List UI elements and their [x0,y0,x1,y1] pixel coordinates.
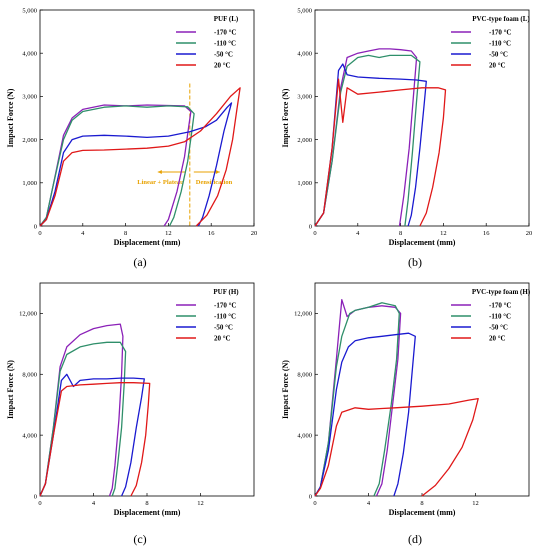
x-tick-label: 0 [38,230,41,237]
x-tick-label: 8 [420,500,423,507]
x-tick-label: 4 [92,500,96,507]
series-line-3 [39,382,151,497]
series-line-3 [39,87,241,227]
series-line-2 [39,102,233,227]
y-tick-label: 1,000 [22,180,37,187]
y-tick-label: 8,000 [297,372,312,379]
series-line-2 [314,332,416,497]
right-arrowhead-icon [215,170,220,174]
panel-title: PUF (L) [214,15,239,23]
legend-entry-label: -50 °C [489,51,508,59]
panel-caption: (a) [133,255,146,269]
legend-entry-label: -110 °C [489,40,511,48]
x-tick-label: 12 [165,230,172,237]
panel-title: PUF (H) [213,288,239,296]
panel-2: 0 4 8 12 0 4,000 8,000 12,000 Displacement (mm) I… [6,282,255,546]
y-tick-label: 4,000 [22,51,37,58]
x-axis-label: Displacement (mm) [114,508,181,517]
y-axis-label: Impact Force (N) [6,360,15,419]
series-line-1 [314,302,400,497]
y-tick-label: 0 [34,493,37,500]
legend-entry-label: -50 °C [214,51,233,59]
legend-entry-label: -110 °C [214,313,236,321]
panel-caption: (d) [408,532,422,546]
x-tick-label: 12 [197,500,204,507]
panels-container: 0 4 8 12 16 20 0 1,000 2,000 3,000 4,000 5,000 Displ… [6,7,532,546]
annotation-left-region: Linear + Plateau [137,179,184,186]
panel-0: 0 4 8 12 16 20 0 1,000 2,000 3,000 4,000 5,000 Displ… [6,7,257,269]
panel-1: 0 4 8 12 16 20 0 1,000 2,000 3,000 4,000 5,000 Displ… [281,7,532,269]
y-axis-label: Impact Force (N) [6,88,15,147]
y-tick-label: 3,000 [297,94,312,101]
x-tick-label: 16 [483,230,490,237]
panel-caption: (c) [133,532,146,546]
y-tick-label: 12,000 [294,311,312,318]
y-tick-label: 4,000 [22,432,37,439]
legend-entry-label: -50 °C [214,324,233,332]
panel-title: PVC-type foam (L) [472,15,530,23]
panel-3: 0 4 8 12 0 4,000 8,000 12,000 Displacement (mm) I… [281,282,531,546]
y-tick-label: 2,000 [297,137,312,144]
series-line-3 [314,397,479,497]
x-tick-label: 12 [440,230,447,237]
legend-entry-label: 20 °C [214,62,231,70]
series-line-3 [314,78,447,227]
series-line-0 [39,323,124,497]
x-tick-label: 0 [313,230,316,237]
y-tick-label: 0 [309,223,312,230]
y-tick-label: 1,000 [297,180,312,187]
y-tick-label: 12,000 [19,311,37,318]
legend-entry-label: 20 °C [214,335,231,343]
x-tick-label: 8 [399,230,402,237]
x-tick-label: 16 [208,230,215,237]
y-tick-label: 8,000 [22,372,37,379]
legend-entry-label: -110 °C [214,40,236,48]
legend-entry-label: 20 °C [489,335,506,343]
x-tick-label: 4 [356,230,360,237]
y-tick-label: 5,000 [22,7,37,14]
x-axis-label: Displacement (mm) [114,238,181,247]
y-tick-label: 0 [34,223,37,230]
legend-entry-label: -50 °C [489,324,508,332]
legend-entry-label: -170 °C [489,302,511,310]
y-tick-label: 4,000 [297,51,312,58]
x-tick-label: 4 [367,500,371,507]
y-axis-label: Impact Force (N) [281,360,290,419]
x-tick-label: 12 [472,500,479,507]
y-tick-label: 2,000 [22,137,37,144]
plot-frame [314,9,530,227]
x-axis-label: Displacement (mm) [389,508,456,517]
x-tick-label: 8 [145,500,148,507]
x-tick-label: 4 [81,230,85,237]
legend-entry-label: 20 °C [489,62,506,70]
legend-entry-label: -110 °C [489,313,511,321]
x-axis-label: Displacement (mm) [389,238,456,247]
series-line-0 [314,48,418,227]
panel-title: PVC-type foam (H) [472,288,531,296]
series-line-1 [39,105,195,227]
left-arrowhead-icon [157,170,162,174]
y-tick-label: 5,000 [297,7,312,14]
x-tick-label: 20 [251,230,258,237]
series-line-1 [39,341,127,497]
series-line-1 [314,54,421,227]
legend-entry-label: -170 °C [214,302,236,310]
x-tick-label: 0 [38,500,41,507]
y-axis-label: Impact Force (N) [281,88,290,147]
y-tick-label: 4,000 [297,432,312,439]
y-tick-label: 0 [309,493,312,500]
panel-caption: (b) [408,255,422,269]
y-tick-label: 3,000 [22,94,37,101]
legend-entry-label: -170 °C [489,29,511,37]
x-tick-label: 20 [526,230,533,237]
x-tick-label: 8 [124,230,127,237]
x-tick-label: 0 [313,500,316,507]
legend-entry-label: -170 °C [214,29,236,37]
series-line-2 [39,373,145,497]
annotation-right-region: Densification [196,179,233,186]
plot-frame [39,9,255,227]
